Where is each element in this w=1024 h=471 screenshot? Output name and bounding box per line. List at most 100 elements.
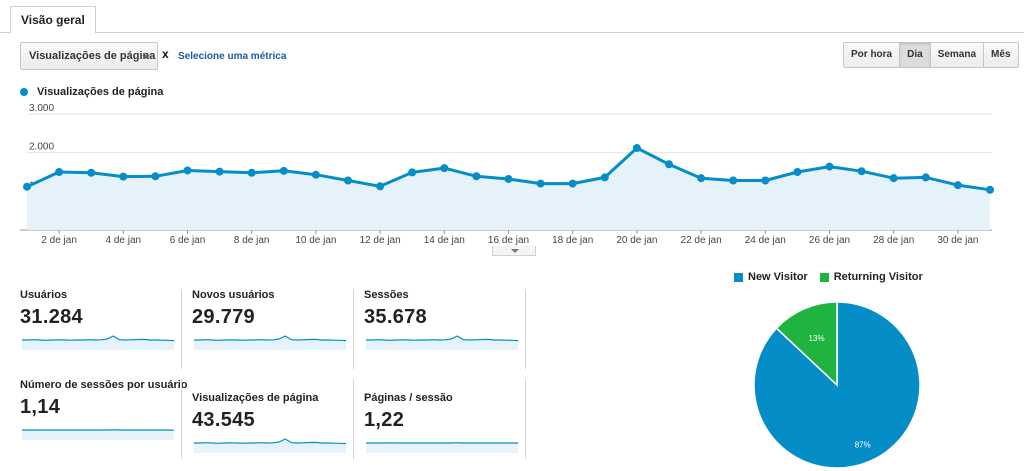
scorecard-value: 35.678 — [364, 306, 427, 328]
granularity-hour-button[interactable]: Por hora — [844, 43, 900, 67]
data-point[interactable] — [986, 185, 994, 194]
pie-slice-label: 87% — [855, 440, 871, 449]
sparkline-area — [22, 429, 174, 440]
data-point[interactable] — [665, 160, 673, 169]
data-point[interactable] — [889, 174, 898, 183]
scorecard-title: Número de sessões por usuário — [20, 379, 188, 391]
scorecard-divider — [181, 289, 182, 369]
x-tick-label: 20 de jan — [616, 235, 657, 246]
x-tick-label: 2 de jan — [41, 235, 77, 246]
scorecard-users[interactable]: Usuários 31.284 — [20, 289, 192, 352]
expand-chart-handle[interactable] — [492, 246, 536, 256]
data-point[interactable] — [279, 166, 288, 175]
data-point[interactable] — [119, 172, 128, 181]
data-point[interactable] — [23, 182, 31, 191]
y-tick-label: 3.000 — [29, 103, 54, 114]
data-point[interactable] — [953, 181, 962, 190]
data-point[interactable] — [921, 173, 930, 182]
data-point[interactable] — [440, 164, 449, 173]
data-point[interactable] — [761, 176, 770, 185]
x-tick-label: 24 de jan — [745, 235, 786, 246]
data-point[interactable] — [344, 176, 352, 185]
series-dot-icon — [20, 88, 28, 96]
scorecard-pageviews[interactable]: Visualizações de página 43.545 — [192, 392, 364, 455]
scorecard-sessions-per-user[interactable]: Número de sessões por usuário 1,14 — [20, 379, 192, 442]
chevron-down-icon — [142, 55, 150, 59]
scorecard-value: 29.779 — [192, 306, 255, 328]
data-point[interactable] — [536, 179, 545, 188]
x-tick-label: 8 de jan — [234, 235, 270, 246]
data-point[interactable] — [729, 176, 738, 185]
scorecard-value: 1,22 — [364, 409, 405, 431]
scorecard-title: Visualizações de página — [192, 392, 319, 404]
data-point[interactable] — [472, 172, 481, 181]
sparkline — [22, 429, 175, 440]
data-point[interactable] — [247, 168, 256, 177]
legend-swatch — [819, 272, 829, 282]
data-point[interactable] — [183, 166, 192, 175]
granularity-week-button[interactable]: Semana — [929, 43, 984, 67]
sparkline-area — [194, 439, 346, 453]
granularity-selector: Por hora Dia Semana Mês — [843, 42, 1019, 68]
pie-chart: 87% 13% — [753, 301, 921, 469]
series-area — [27, 148, 990, 230]
x-tick-label: 12 de jan — [360, 235, 401, 246]
data-point[interactable] — [311, 170, 320, 179]
pie-slice[interactable] — [775, 301, 838, 387]
data-point[interactable] — [632, 144, 641, 153]
sparkline — [194, 335, 347, 350]
scorecard-divider — [353, 379, 354, 459]
select-metric-link[interactable]: Selecione uma métrica — [178, 51, 287, 62]
x-tick-label: 26 de jan — [809, 235, 850, 246]
remove-metric-button[interactable]: x — [162, 47, 169, 61]
x-tick-label: 16 de jan — [488, 235, 529, 246]
scorecard-new-users[interactable]: Novos usuários 29.779 — [192, 289, 364, 352]
pie-legend-label: Returning Visitor — [833, 271, 923, 283]
data-point[interactable] — [504, 174, 513, 183]
data-point[interactable] — [408, 168, 417, 177]
data-point[interactable] — [151, 172, 160, 181]
scorecard-title: Usuários — [20, 289, 68, 301]
series-label: Visualizações de página — [37, 86, 164, 98]
data-point[interactable] — [825, 162, 834, 171]
data-point[interactable] — [568, 179, 577, 188]
pie-legend: New Visitor Returning Visitor — [734, 271, 935, 283]
sparkline-area — [194, 336, 346, 350]
sparkline-area — [366, 336, 518, 350]
sparkline-line — [22, 335, 175, 342]
x-tick-label: 4 de jan — [106, 235, 142, 246]
sparkline-line — [366, 335, 519, 342]
scorecard-divider — [353, 289, 354, 369]
scorecard-pages-per-session[interactable]: Páginas / sessão 1,22 — [364, 392, 536, 455]
scorecard-sessions[interactable]: Sessões 35.678 — [364, 289, 536, 352]
data-point[interactable] — [857, 167, 866, 176]
tab-bar: Visão geral — [0, 0, 1024, 34]
pie-legend-item[interactable]: New Visitor — [734, 271, 808, 283]
x-tick-label: 22 de jan — [681, 235, 722, 246]
data-point[interactable] — [215, 167, 224, 176]
sparkline-line — [194, 438, 347, 445]
data-point[interactable] — [87, 168, 96, 177]
pie-legend-label: New Visitor — [748, 271, 808, 283]
data-point[interactable] — [697, 174, 706, 183]
data-point[interactable] — [600, 173, 609, 182]
data-point[interactable] — [793, 168, 802, 176]
line-chart-legend: Visualizações de página — [20, 86, 163, 98]
scorecard-value: 43.545 — [192, 409, 255, 431]
sparkline — [194, 438, 347, 453]
x-tick-label: 28 de jan — [873, 235, 914, 246]
sparkline-line — [194, 335, 347, 342]
tab-overview[interactable]: Visão geral — [10, 6, 96, 34]
metric-select[interactable]: Visualizações de página — [20, 42, 158, 70]
x-tick-label: 18 de jan — [552, 235, 593, 246]
sparkline — [366, 335, 519, 350]
pie-legend-item[interactable]: Returning Visitor — [819, 271, 923, 283]
pie-slice-label: 13% — [809, 334, 825, 343]
data-point[interactable] — [376, 182, 385, 191]
granularity-day-button[interactable]: Dia — [899, 43, 930, 67]
y-tick-label: 2.000 — [29, 142, 54, 153]
x-tick-label: 6 de jan — [170, 235, 206, 246]
granularity-month-button[interactable]: Mês — [983, 43, 1018, 67]
data-point[interactable] — [55, 168, 64, 176]
